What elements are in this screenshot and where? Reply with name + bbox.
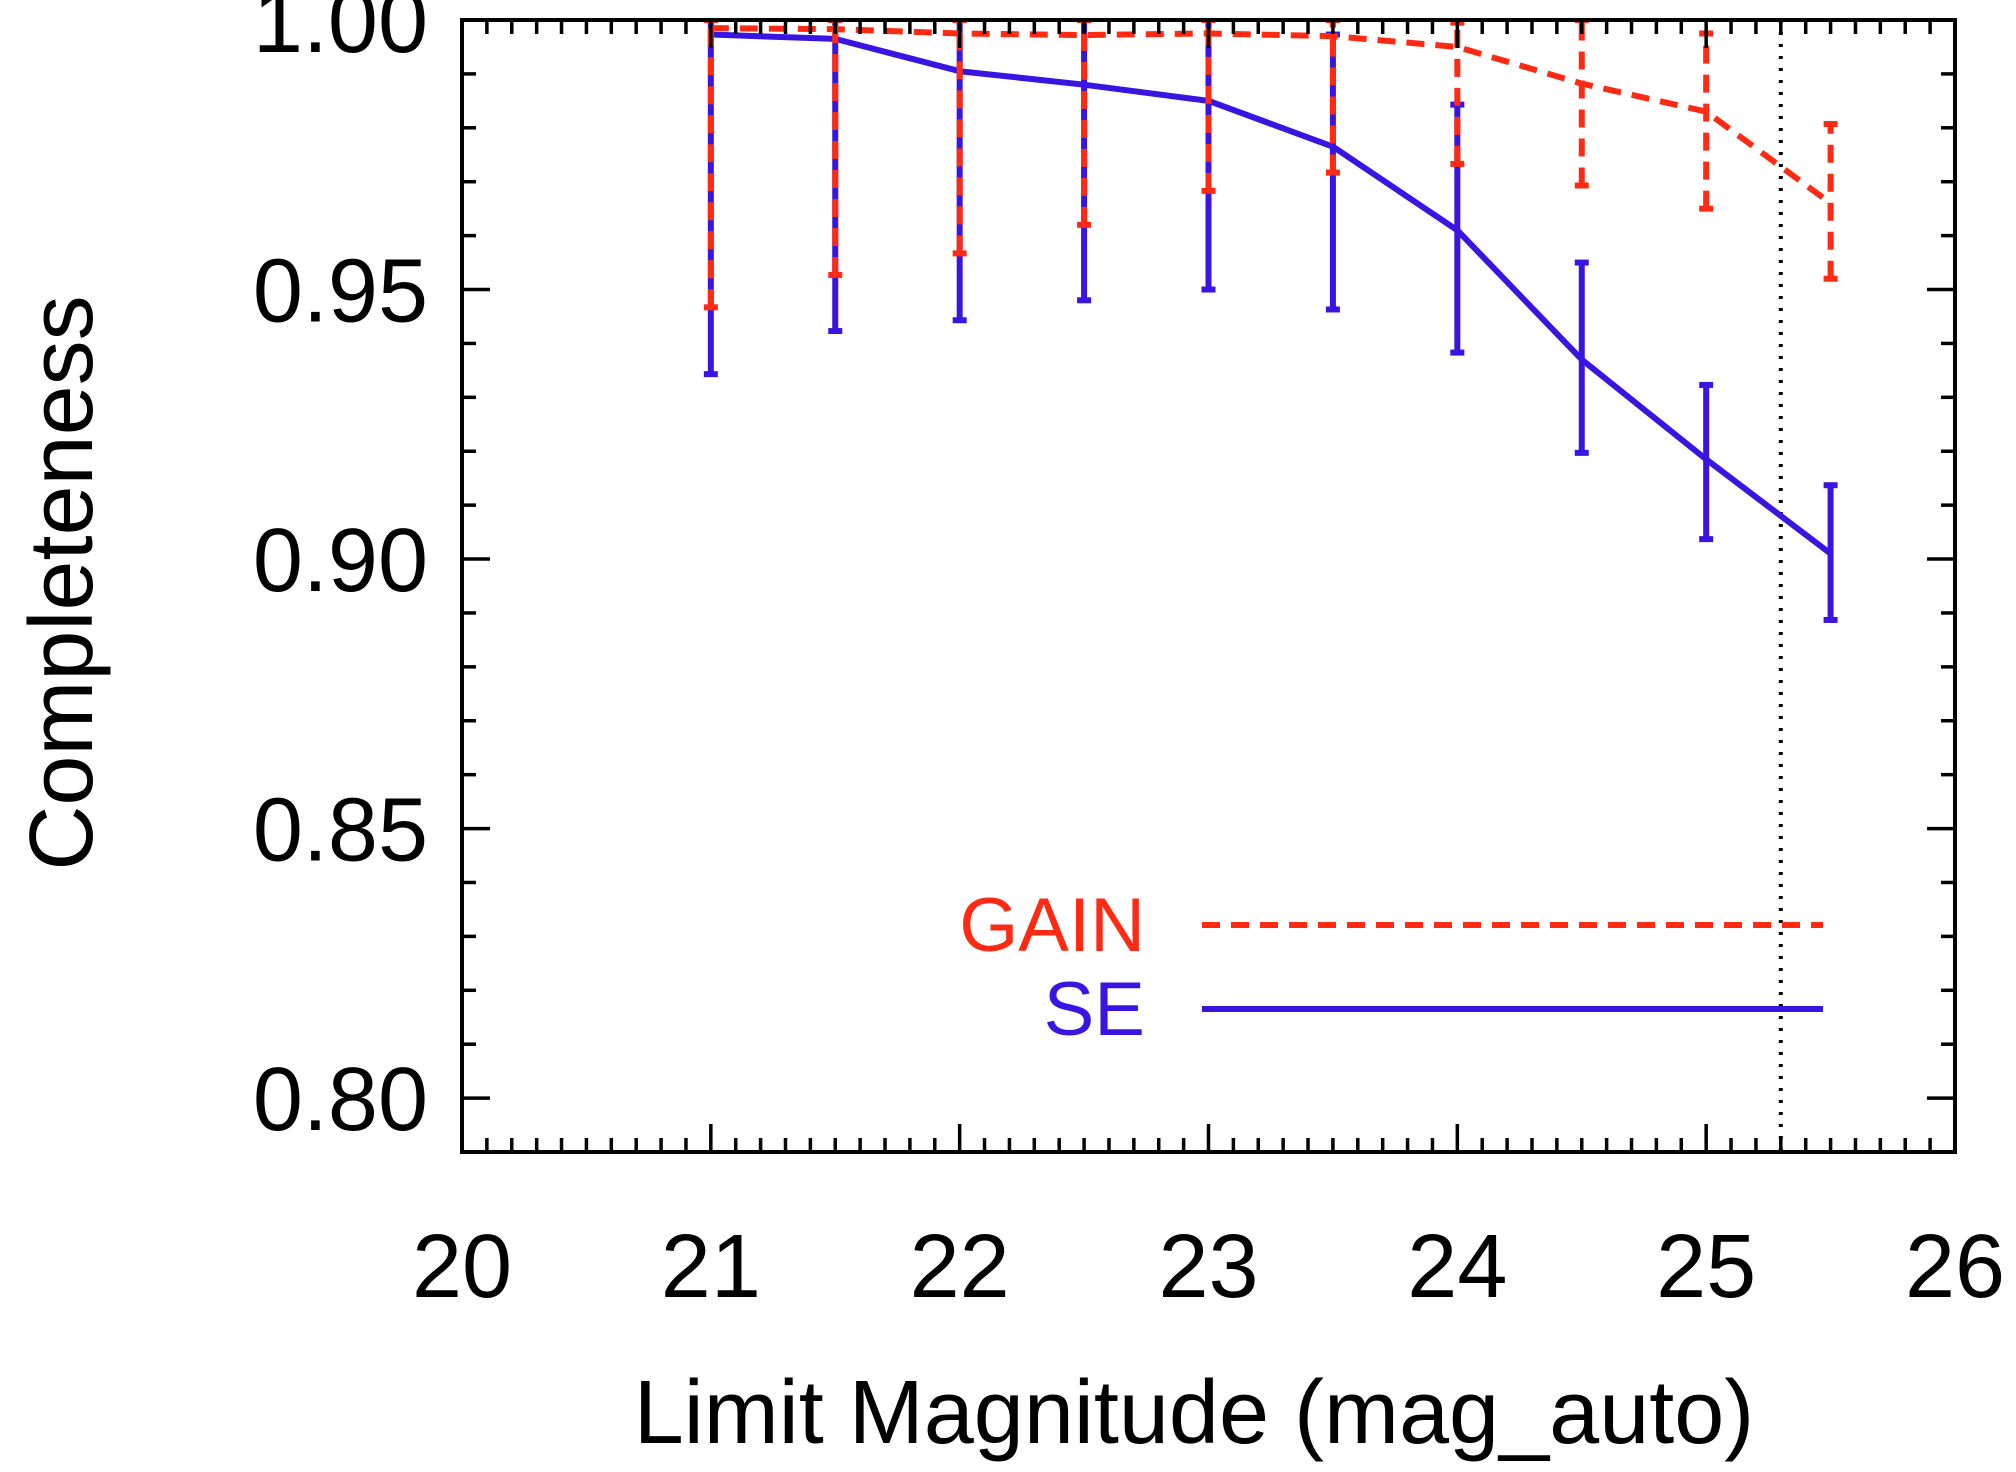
x-tick-label: 20 [412,1217,512,1317]
x-tick-label: 21 [661,1217,761,1317]
legend-label-gain: GAIN [959,883,1145,968]
data-point-se [1081,82,1087,88]
x-tick-label: 24 [1407,1217,1507,1317]
data-point-gain [1330,33,1336,39]
data-point-se [1579,357,1585,363]
data-point-se [1703,456,1709,462]
x-tick-label: 26 [1905,1217,2005,1317]
data-point-se [1330,144,1336,150]
y-tick-label: 0.95 [253,242,428,342]
x-tick-label: 25 [1656,1217,1756,1317]
x-tick-label: 23 [1158,1217,1258,1317]
data-point-se [1828,551,1834,557]
y-tick-label: 1.00 [253,0,428,72]
data-point-gain [1828,200,1834,206]
data-point-gain [1703,109,1709,115]
data-point-gain [1579,81,1585,87]
y-axis-label: Completeness [12,295,112,870]
series-se [703,20,1838,623]
y-tick-label: 0.80 [253,1050,428,1150]
series-gain [703,20,1838,311]
y-tick-label: 0.85 [253,781,428,881]
x-tick-label: 22 [910,1217,1010,1317]
series-layer [703,20,1838,623]
legend-label-se: SE [1044,967,1145,1052]
x-axis-label: Limit Magnitude (mag_auto) [634,1363,1755,1463]
axes-layer: 20 21 22 23 24 25 26 0.80 0.85 0.90 0.95 1.00 [253,0,2005,1317]
series-line-se [710,31,1833,557]
series-line-gain [710,25,1833,206]
y-tick-label: 0.90 [253,511,428,611]
data-point-se [1454,227,1460,233]
